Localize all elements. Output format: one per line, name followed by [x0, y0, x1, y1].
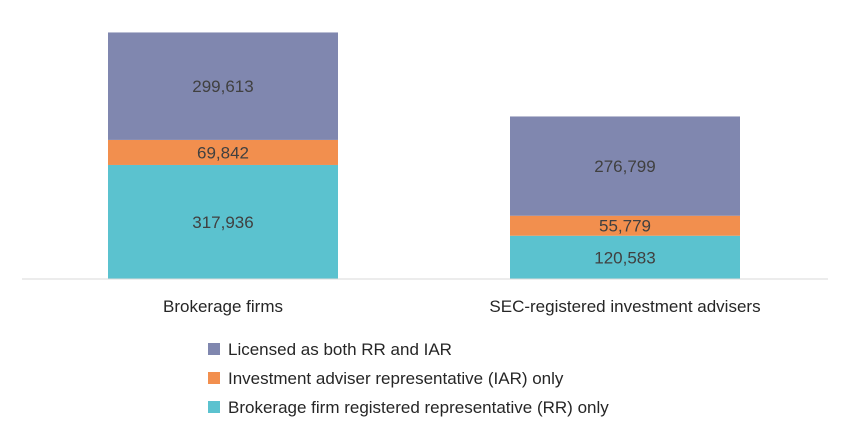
legend-label: Licensed as both RR and IAR — [228, 340, 452, 359]
data-label: 120,583 — [594, 248, 655, 267]
data-label: 69,842 — [197, 143, 249, 162]
data-label: 317,936 — [192, 213, 253, 232]
legend-swatch — [208, 343, 220, 355]
data-label: 276,799 — [594, 157, 655, 176]
category-label-brokerage-firms: Brokerage firms — [163, 297, 283, 316]
bar-segment — [510, 116, 740, 216]
legend-label: Investment adviser representative (IAR) … — [228, 369, 564, 388]
bars-group: 317,936 69,842 299,613 120,583 55,779 276,799 — [108, 32, 740, 279]
data-label: 299,613 — [192, 77, 253, 96]
bar-segment — [510, 235, 740, 279]
bar-segment — [510, 215, 740, 236]
legend-swatch — [208, 372, 220, 384]
bar-segment — [108, 164, 338, 279]
data-label: 55,779 — [599, 217, 651, 236]
category-labels: Brokerage firms SEC-registered investmen… — [163, 297, 761, 316]
bar-segment — [108, 139, 338, 165]
category-label-sec-advisers: SEC-registered investment advisers — [489, 297, 760, 316]
legend-swatch — [208, 401, 220, 413]
legend: Licensed as both RR and IAR Investment ad… — [208, 340, 609, 417]
legend-label: Brokerage firm registered representative… — [228, 398, 609, 417]
bar-segment — [108, 32, 338, 140]
